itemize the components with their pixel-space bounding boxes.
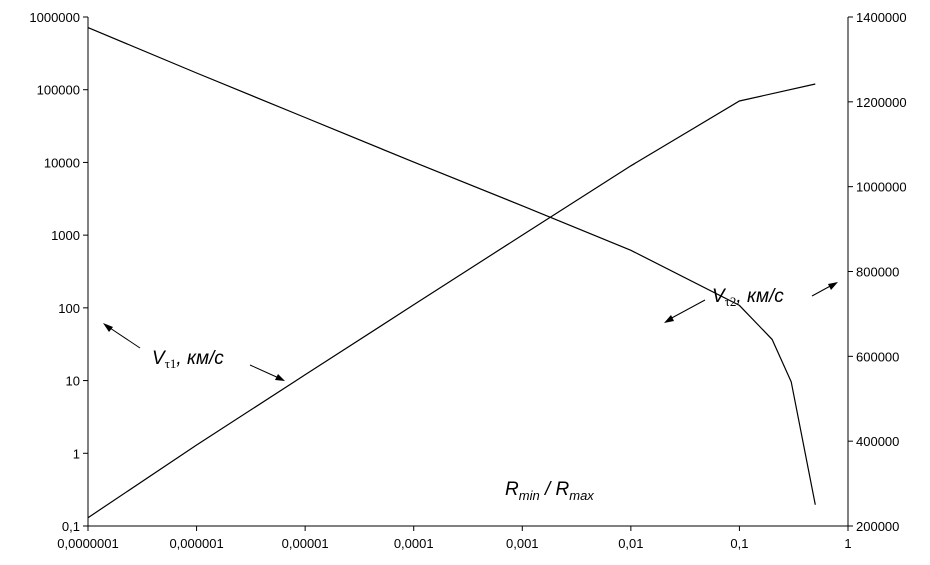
y-right-tick-label: 800000 [856,265,899,280]
y-right-tick-label: 1000000 [856,180,907,195]
y-left-tick-label: 100 [58,301,80,316]
series-2-label: Vτ2, км/с [712,286,784,309]
series-1-arrow-right [249,364,282,380]
x-tick-label: 0,001 [506,536,539,551]
series-2-arrowhead-left [664,315,674,323]
y-left-tick-label: 1000 [51,228,80,243]
y-right-tick-label: 600000 [856,349,899,364]
x-tick-label: 0,0000001 [57,536,118,551]
x-tick-label: 0,0001 [394,536,434,551]
x-axis-label: Rmin / Rmax [505,479,594,503]
y-right-tick-label: 200000 [856,519,899,534]
y-left-tick-label: 100000 [37,83,80,98]
y-right-tick-label: 400000 [856,434,899,449]
x-tick-label: 1 [844,536,851,551]
series-1-label: Vτ1, км/с [152,348,224,371]
series-lines [87,27,816,519]
x-tick-label: 0,01 [618,536,643,551]
series-2-arrow-left [667,299,706,321]
ticks: 0,0000001 0,000001 0,00001 0,0001 0,001 0,01 0… [29,10,906,551]
y-left-tick-label: 1 [73,446,80,461]
y-left-tick-label: 10000 [44,155,80,170]
y-left-tick-label: 0,1 [62,519,80,534]
series-1-arrowhead-left [103,323,113,332]
y-left-tick-label: 1000000 [29,10,80,25]
x-tick-label: 0,00001 [282,536,329,551]
series-2-line [87,27,816,505]
series-1-arrowhead-right [275,374,285,381]
series-1-line [87,83,816,519]
series-2-annotation: Vτ2, км/с [664,282,838,323]
series-2-arrowhead-right [828,282,838,290]
plot-frame [87,17,849,527]
x-tick-label: 0,1 [730,536,748,551]
series-1-arrow-left [106,325,141,349]
y-right-tick-label: 1400000 [856,10,907,25]
y-right-tick-label: 1200000 [856,95,907,110]
y-left-tick-label: 10 [66,374,80,389]
x-tick-label: 0,000001 [169,536,223,551]
series-1-annotation: Vτ1, км/с [103,323,285,381]
